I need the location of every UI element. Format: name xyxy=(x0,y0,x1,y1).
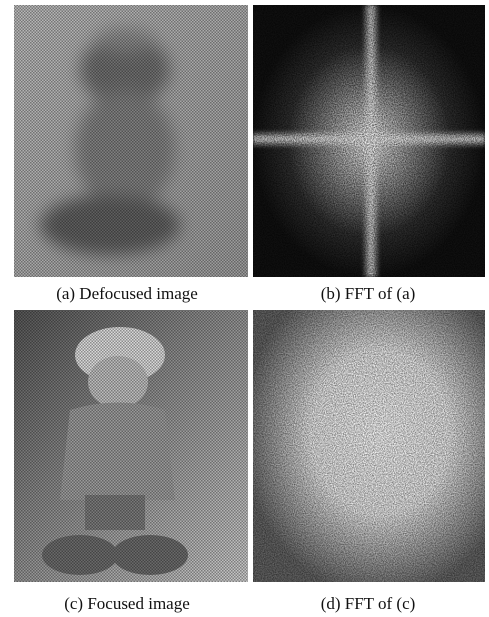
fft-defocused xyxy=(253,5,485,277)
figure: (a) Defocused image (b) FFT of (a) (c) F… xyxy=(0,0,489,617)
caption: (a) Defocused image xyxy=(56,284,198,303)
caption: (c) Focused image xyxy=(64,594,190,613)
fft-focused xyxy=(253,310,485,582)
caption: (d) FFT of (c) xyxy=(321,594,416,613)
caption: (b) FFT of (a) xyxy=(321,284,416,303)
focused-image xyxy=(14,310,248,582)
defocused-image xyxy=(14,5,248,277)
